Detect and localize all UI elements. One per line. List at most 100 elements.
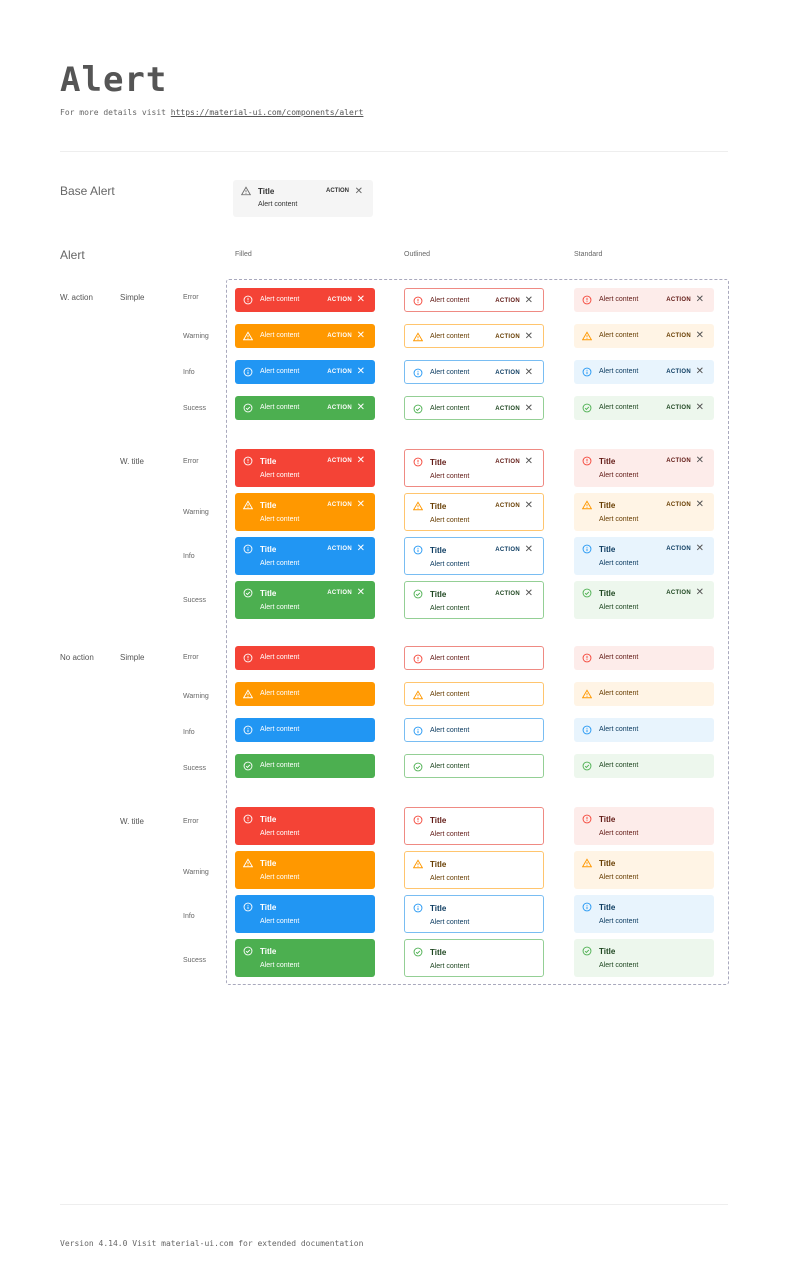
type-label-warning: Warning	[183, 333, 209, 340]
alert-outlined-success: Alert content	[404, 754, 544, 778]
close-icon[interactable]: ✕	[695, 294, 704, 305]
action-button[interactable]: ACTION	[495, 334, 520, 340]
alert-filled-info: Alert content	[235, 718, 375, 742]
close-icon[interactable]: ✕	[524, 403, 533, 414]
alert-section-label: Alert	[60, 248, 85, 262]
close-icon[interactable]: ✕	[695, 330, 704, 341]
docs-link[interactable]: https://material-ui.com/components/alert	[170, 108, 364, 117]
alert-title: Title	[260, 457, 277, 466]
type-label-success: Sucess	[183, 957, 206, 964]
close-icon[interactable]: ✕	[356, 330, 365, 341]
alert-content: Alert content	[430, 369, 470, 376]
alert-content: Alert content	[599, 332, 639, 339]
close-icon[interactable]: ✕	[524, 588, 533, 599]
close-icon[interactable]: ✕	[695, 499, 704, 510]
alert-content: Alert content	[599, 296, 639, 303]
info-outline-icon	[582, 367, 592, 377]
close-icon[interactable]: ✕	[356, 543, 365, 554]
close-icon[interactable]: ✕	[356, 366, 365, 377]
action-button[interactable]: ACTION	[495, 298, 520, 304]
action-button[interactable]: ACTION	[495, 459, 520, 465]
alert-content: Alert content	[260, 874, 300, 881]
alert-content: Alert content	[430, 919, 470, 926]
close-icon[interactable]: ✕	[524, 500, 533, 511]
action-button[interactable]: ACTION	[327, 297, 352, 303]
action-button[interactable]: ACTION	[666, 297, 691, 303]
action-button[interactable]: ACTION	[666, 590, 691, 596]
alert-standard-info: Alert content ACTION ✕	[574, 360, 714, 384]
alert-outlined-success: Title Alert content ACTION ✕	[404, 581, 544, 619]
close-icon[interactable]: ✕	[524, 367, 533, 378]
alert-content: Alert content	[260, 604, 300, 611]
close-icon[interactable]: ✕	[524, 544, 533, 555]
info-outline-icon	[413, 368, 423, 378]
action-button[interactable]: ACTION	[327, 590, 352, 596]
close-icon[interactable]: ✕	[356, 587, 365, 598]
alert-outlined-error: Alert content ACTION ✕	[404, 288, 544, 312]
base-alert-action-button[interactable]: ACTION	[326, 188, 349, 194]
close-icon[interactable]: ✕	[695, 366, 704, 377]
alert-content: Alert content	[599, 560, 639, 567]
alert-standard-info: Title Alert content ACTION ✕	[574, 537, 714, 575]
action-button[interactable]: ACTION	[495, 591, 520, 597]
close-icon[interactable]: ✕	[695, 587, 704, 598]
info-outline-icon	[582, 902, 592, 912]
close-icon[interactable]: ✕	[524, 456, 533, 467]
alert-title: Title	[599, 545, 616, 554]
alert-filled-warning: Alert content ACTION ✕	[235, 324, 375, 348]
action-button[interactable]: ACTION	[327, 458, 352, 464]
alert-content: Alert content	[599, 918, 639, 925]
action-button[interactable]: ACTION	[666, 333, 691, 339]
action-button[interactable]: ACTION	[495, 503, 520, 509]
close-icon[interactable]: ✕	[695, 402, 704, 413]
action-button[interactable]: ACTION	[666, 458, 691, 464]
alert-title: Title	[599, 815, 616, 824]
check-circle-icon	[413, 404, 423, 414]
close-icon[interactable]: ✕	[356, 455, 365, 466]
action-button[interactable]: ACTION	[327, 546, 352, 552]
action-button[interactable]: ACTION	[327, 502, 352, 508]
error-outline-icon	[243, 456, 253, 466]
action-button[interactable]: ACTION	[666, 502, 691, 508]
alert-standard-success: Title Alert content ACTION ✕	[574, 581, 714, 619]
error-outline-icon	[582, 653, 592, 663]
alert-title: Title	[599, 859, 616, 868]
alert-title: Title	[430, 546, 447, 555]
action-button[interactable]: ACTION	[666, 369, 691, 375]
action-button[interactable]: ACTION	[495, 370, 520, 376]
action-button[interactable]: ACTION	[327, 369, 352, 375]
alert-standard-success: Alert content	[574, 754, 714, 778]
action-button[interactable]: ACTION	[495, 547, 520, 553]
action-button[interactable]: ACTION	[495, 406, 520, 412]
close-icon[interactable]: ✕	[356, 294, 365, 305]
close-icon[interactable]: ✕	[354, 186, 363, 197]
alert-standard-info: Title Alert content	[574, 895, 714, 933]
alert-standard-warning: Title Alert content ACTION ✕	[574, 493, 714, 531]
close-icon[interactable]: ✕	[695, 543, 704, 554]
close-icon[interactable]: ✕	[356, 499, 365, 510]
error-outline-icon	[243, 295, 253, 305]
alert-content: Alert content	[430, 875, 470, 882]
check-circle-icon	[582, 946, 592, 956]
alert-content: Alert content	[599, 516, 639, 523]
alert-outlined-info: Title Alert content ACTION ✕	[404, 537, 544, 575]
action-button[interactable]: ACTION	[666, 405, 691, 411]
action-button[interactable]: ACTION	[327, 333, 352, 339]
alert-title: Title	[430, 816, 447, 825]
alert-outlined-warning: Title Alert content	[404, 851, 544, 889]
alert-content: Alert content	[430, 473, 470, 480]
type-label-warning: Warning	[183, 693, 209, 700]
type-label-error: Error	[183, 458, 199, 465]
close-icon[interactable]: ✕	[356, 402, 365, 413]
warning-icon	[242, 500, 254, 510]
action-button[interactable]: ACTION	[666, 546, 691, 552]
warning-icon	[242, 689, 254, 699]
base-alert-label: Base Alert	[60, 184, 115, 198]
check-circle-icon	[243, 946, 253, 956]
close-icon[interactable]: ✕	[524, 331, 533, 342]
action-button[interactable]: ACTION	[327, 405, 352, 411]
close-icon[interactable]: ✕	[695, 455, 704, 466]
column-header-filled: Filled	[235, 251, 252, 258]
close-icon[interactable]: ✕	[524, 295, 533, 306]
error-outline-icon	[582, 456, 592, 466]
